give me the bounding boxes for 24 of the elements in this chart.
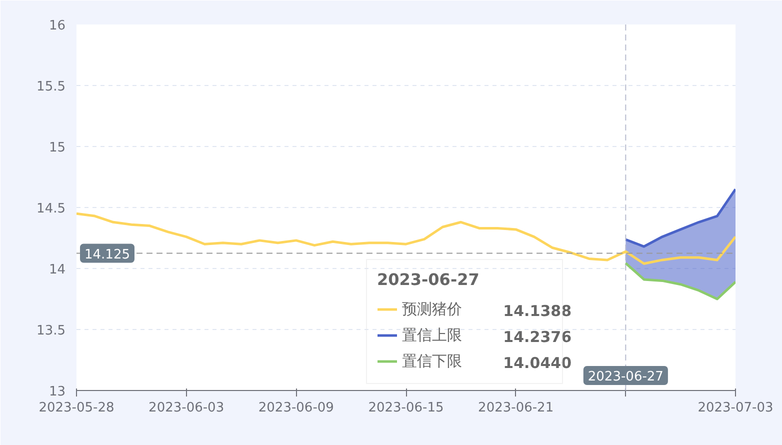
x-tick-label: 2023-06-09: [258, 400, 334, 416]
y-tick-label: 14.5: [36, 202, 66, 216]
x-tick-label: 2023-05-28: [38, 400, 114, 416]
y-tick-label: 14: [48, 262, 66, 278]
y-tick-label: 13.5: [36, 324, 66, 338]
legend-label: 置信下限: [402, 352, 462, 370]
y-tick-label: 16: [48, 18, 66, 34]
legend-label: 预测猪价: [402, 300, 462, 318]
x-tick-label: 2023-06-15: [368, 400, 444, 416]
annotation: 14.1388: [503, 302, 572, 320]
x-tick-label: 2023-06-03: [148, 400, 224, 416]
legend-label: 置信上限: [402, 326, 462, 344]
y-tick-label: 15: [48, 140, 66, 156]
legend-title: 2023-06-27: [377, 270, 480, 289]
y-tick-label: 13: [48, 384, 66, 400]
annotation: 14.0440: [503, 354, 572, 372]
x-tick-label: 2023-06-21: [478, 400, 554, 416]
y-tick-label: 15.5: [36, 80, 66, 94]
ref-line-label: 14.125: [84, 247, 130, 262]
x-tick-label: 2023-07-03: [698, 400, 774, 416]
annotation: 14.2376: [503, 328, 572, 346]
ref-line-label: 2023-06-27: [588, 370, 664, 384]
line-series: [76, 212, 736, 265]
line-series: [624, 262, 736, 300]
